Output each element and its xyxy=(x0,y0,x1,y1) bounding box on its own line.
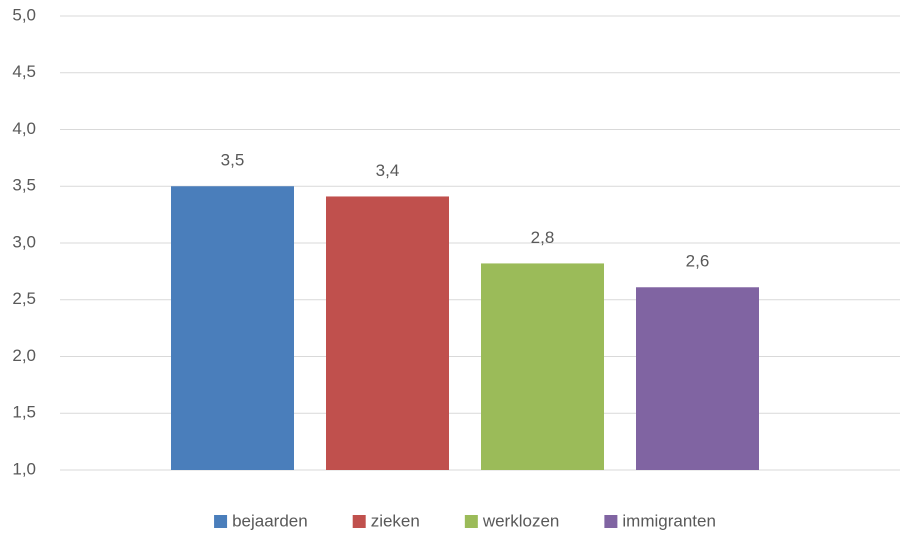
y-tick-label: 1,5 xyxy=(12,403,36,422)
legend-label: immigranten xyxy=(622,511,716,530)
bar xyxy=(326,196,449,470)
legend-swatch xyxy=(464,515,478,528)
data-label: 3,5 xyxy=(221,151,245,170)
y-tick-label: 2,0 xyxy=(12,346,36,365)
legend-swatch xyxy=(214,515,228,528)
legend-label: bejaarden xyxy=(232,511,308,530)
bar xyxy=(481,263,604,470)
data-label: 2,6 xyxy=(686,252,710,271)
legend-label: werklozen xyxy=(482,511,560,530)
data-label: 3,4 xyxy=(376,161,400,180)
legend-swatch xyxy=(352,515,366,528)
data-label: 2,8 xyxy=(531,228,555,247)
bar xyxy=(171,186,294,470)
bar xyxy=(636,287,759,470)
legend-label: zieken xyxy=(371,511,420,530)
y-tick-label: 2,5 xyxy=(12,289,36,308)
y-tick-label: 1,0 xyxy=(12,459,36,478)
legend-swatch xyxy=(604,515,618,528)
y-tick-label: 5,0 xyxy=(12,5,36,24)
y-tick-label: 4,5 xyxy=(12,62,36,81)
y-tick-label: 3,0 xyxy=(12,232,36,251)
y-tick-label: 3,5 xyxy=(12,176,36,195)
y-tick-label: 4,0 xyxy=(12,119,36,138)
